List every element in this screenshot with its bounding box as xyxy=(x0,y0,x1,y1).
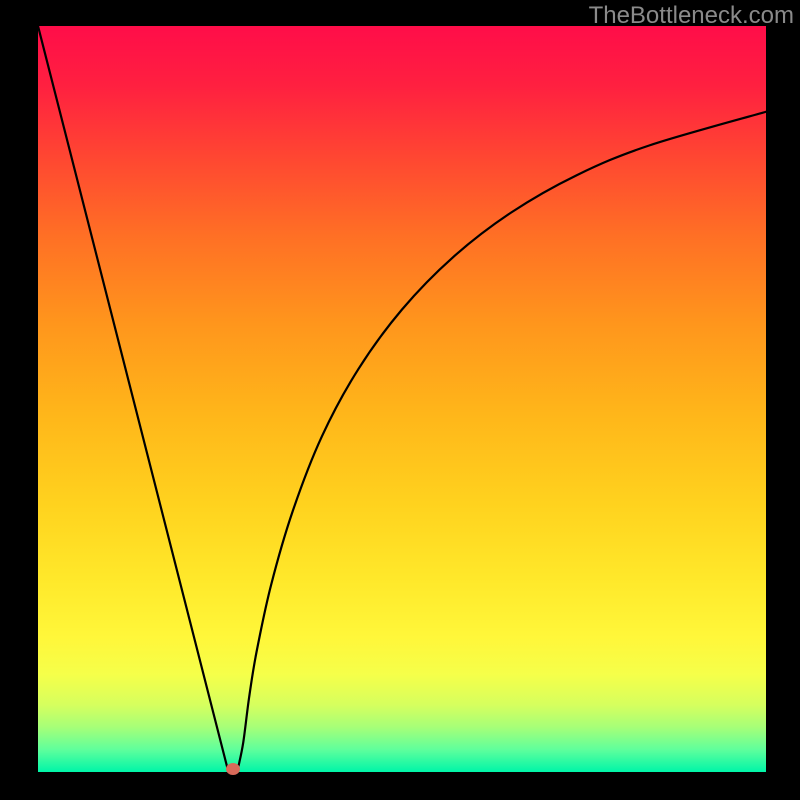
plot-area xyxy=(38,26,766,772)
curve-overlay xyxy=(38,26,766,772)
chart-container: TheBottleneck.com xyxy=(0,0,800,800)
curve-left-segment xyxy=(38,26,227,768)
curve-right-segment xyxy=(238,112,766,768)
minimum-marker xyxy=(226,763,240,775)
watermark-text: TheBottleneck.com xyxy=(589,2,794,30)
